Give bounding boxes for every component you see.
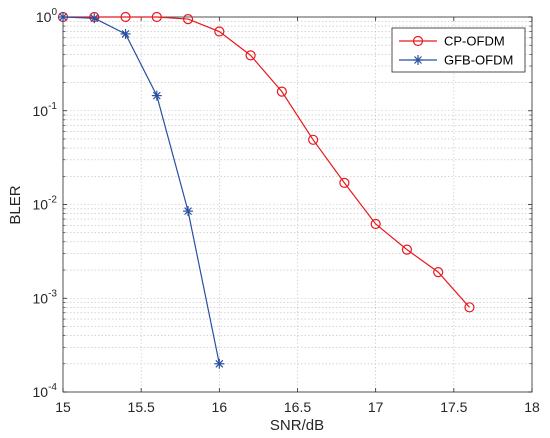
data-point-cp-ofdm xyxy=(182,13,194,25)
y-axis-label: BLER xyxy=(7,185,24,224)
legend-label-gfb-ofdm: GFB-OFDM xyxy=(444,53,513,68)
data-point-gfb-ofdm xyxy=(214,358,225,369)
legend-label-cp-ofdm: CP-OFDM xyxy=(444,34,505,49)
x-tick-label: 16.5 xyxy=(284,399,311,415)
legend-box xyxy=(391,27,526,73)
data-point-gfb-ofdm xyxy=(89,13,100,24)
y-tick-label: 10-4 xyxy=(33,382,58,400)
legend: CP-OFDM GFB-OFDM xyxy=(391,27,526,73)
data-point-cp-ofdm xyxy=(401,244,413,255)
y-tick-label: 10-3 xyxy=(33,288,58,306)
series-layer xyxy=(57,11,475,369)
data-point-cp-ofdm xyxy=(120,11,131,23)
x-tick-label: 15 xyxy=(55,399,71,415)
data-point-gfb-ofdm xyxy=(183,206,194,217)
legend-marker-gfb-ofdm xyxy=(413,55,423,65)
data-point-cp-ofdm xyxy=(464,302,475,313)
ticks: 15 15.5 16 16.5 17 17.5 18 100 10-1 10-2 10-3 10-4 xyxy=(33,7,540,415)
series-line-cp-ofdm xyxy=(63,16,470,308)
data-point-cp-ofdm xyxy=(245,50,256,61)
data-point-gfb-ofdm xyxy=(58,12,68,22)
series-line-gfb-ofdm xyxy=(62,16,220,364)
data-point-cp-ofdm xyxy=(276,86,287,97)
x-tick-label: 17.5 xyxy=(440,399,467,415)
grid xyxy=(63,17,532,392)
data-point-cp-ofdm xyxy=(214,26,225,37)
y-tick-label: 100 xyxy=(36,7,58,25)
y-tick-label: 10-1 xyxy=(33,101,58,119)
data-point-gfb-ofdm xyxy=(151,90,162,101)
x-tick-label: 15.5 xyxy=(128,399,155,415)
y-tick-label: 10-2 xyxy=(33,195,58,213)
data-point-cp-ofdm xyxy=(370,218,381,230)
data-point-gfb-ofdm xyxy=(120,28,131,39)
data-point-cp-ofdm xyxy=(339,177,350,188)
legend-marker-cp-ofdm xyxy=(412,35,424,47)
x-tick-label: 18 xyxy=(524,399,540,415)
series-gfb-ofdm xyxy=(58,12,225,369)
data-point-cp-ofdm xyxy=(151,11,162,23)
x-tick-label: 17 xyxy=(368,399,384,415)
data-point-cp-ofdm xyxy=(308,134,319,145)
x-axis-label: SNR/dB xyxy=(270,417,324,434)
data-point-cp-ofdm xyxy=(433,267,444,278)
x-tick-label: 16 xyxy=(212,399,228,415)
